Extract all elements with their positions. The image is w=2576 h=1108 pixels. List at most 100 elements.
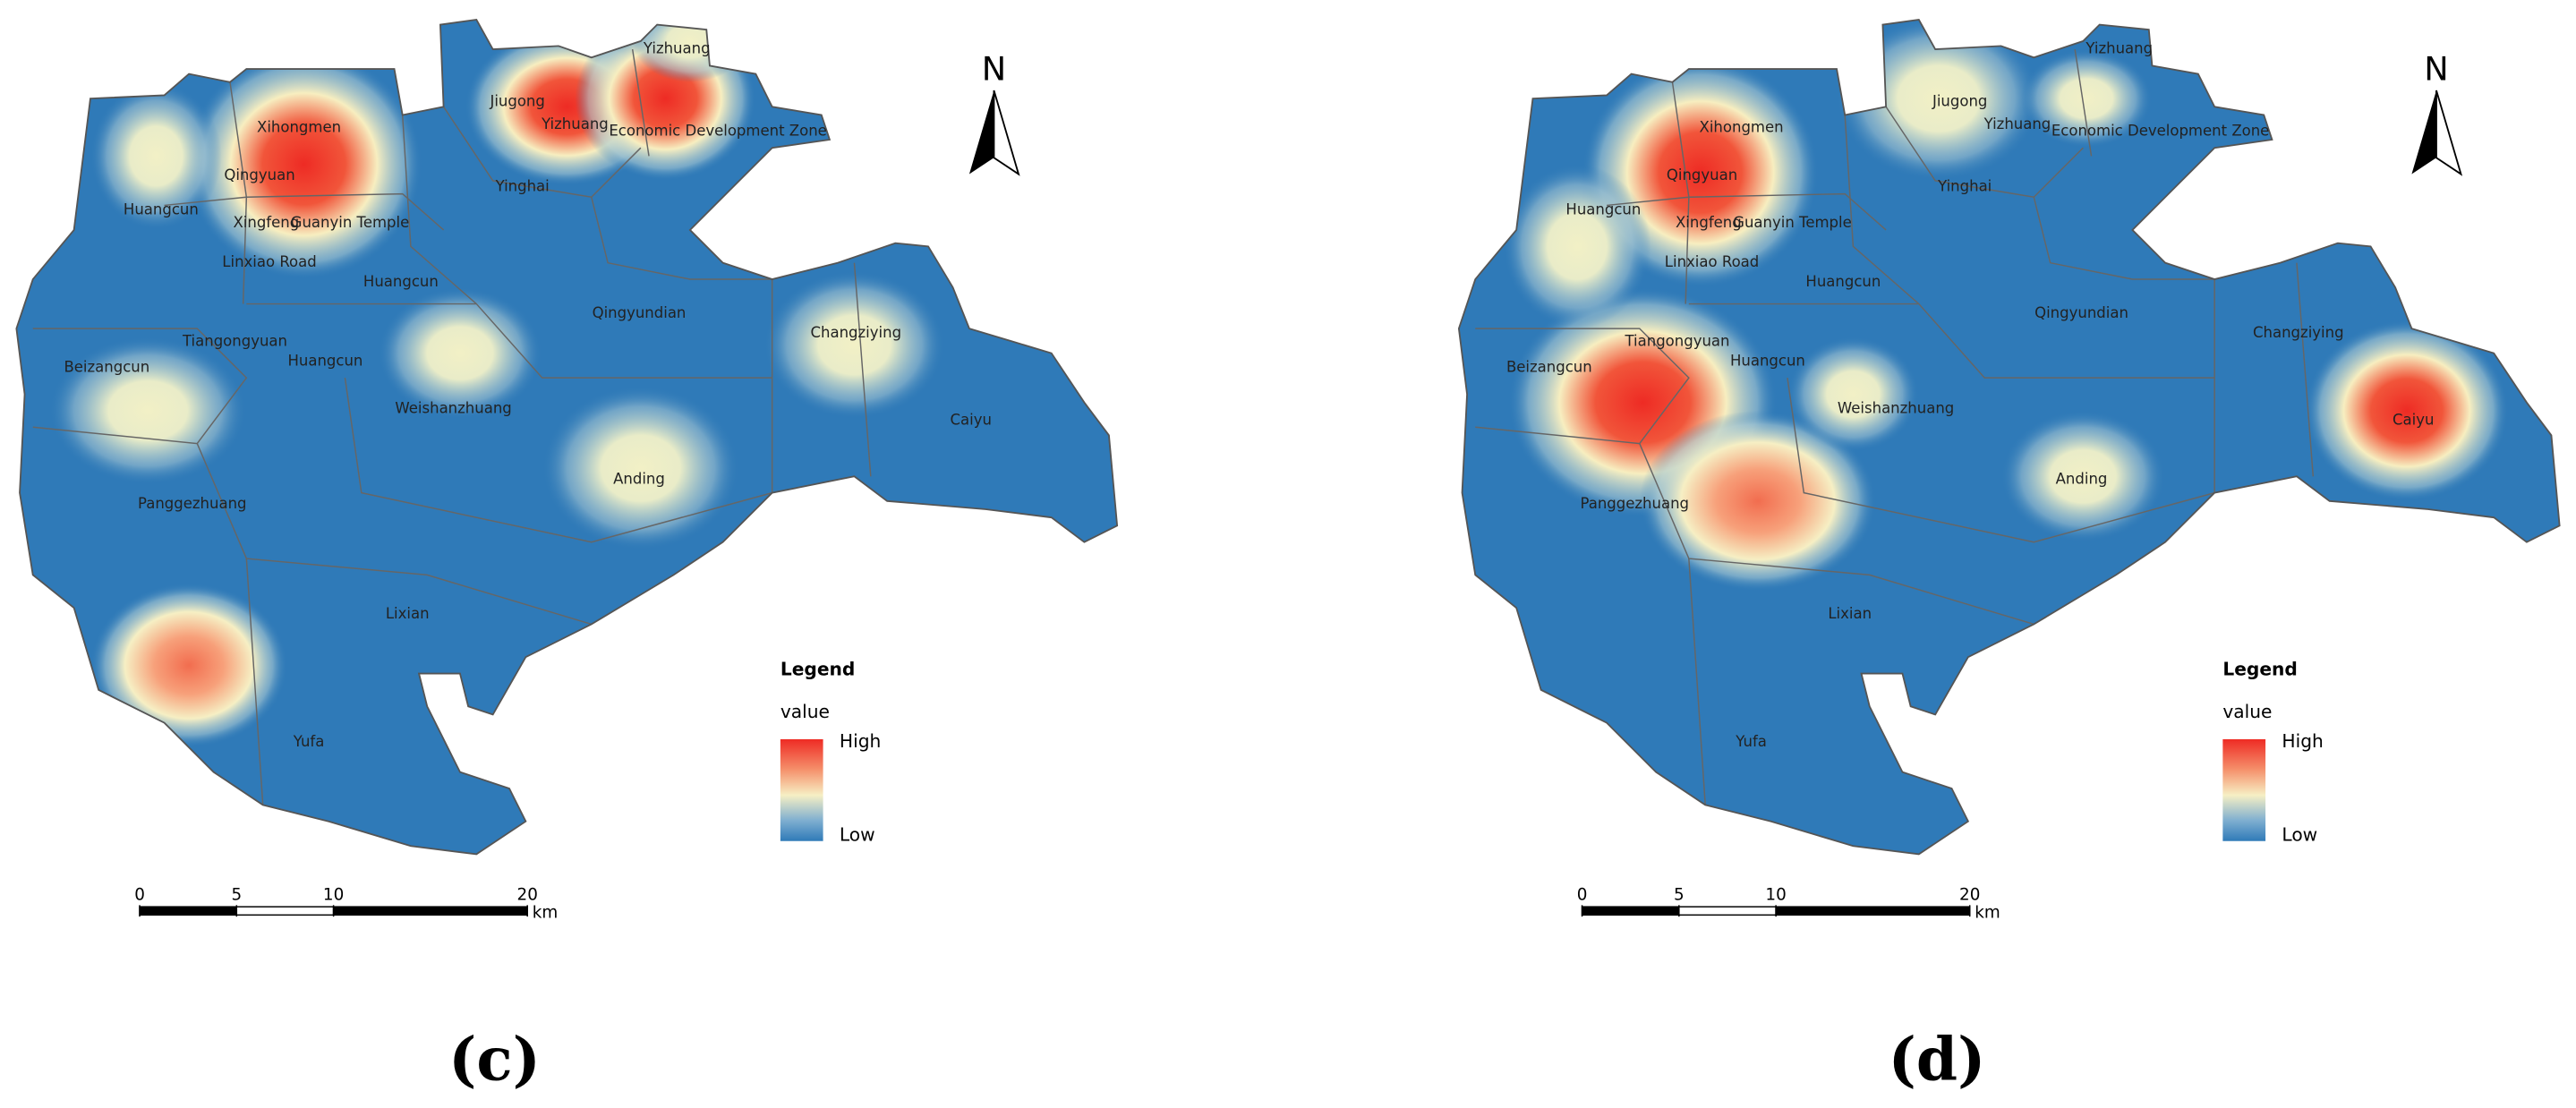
heat-layer [16,20,1118,855]
scale-segment [1775,906,1971,916]
place-label: Xihongmen [1700,119,1784,136]
scale-tick-label: 10 [323,885,344,904]
legend-ramp [2222,738,2266,841]
map-outline [1457,19,2561,856]
place-label: Beizangcun [1506,359,1592,376]
place-label: Qingyuan [1667,166,1737,183]
district-border [1787,378,2215,543]
legend-subtitle: value [2222,701,2272,722]
place-label: Yinghai [495,178,550,195]
district-border [442,106,642,199]
scale-unit: km [533,904,559,923]
legend-title: Legend [2222,658,2297,679]
scale-tick-label: 0 [1577,885,1588,904]
place-label: Caiyu [951,411,992,428]
place-label: Linxiao Road [1665,253,1759,270]
place-label: Yufa [1735,733,1767,750]
place-label: Huangcun [287,352,363,369]
place-label: Tiangongyuan [1624,332,1729,349]
place-label: Huangcun [363,273,439,290]
hotspot [1787,337,1919,452]
place-label: Caiyu [2393,411,2434,428]
legend-ramp [780,738,823,841]
legend-title: Legend [780,658,855,679]
place-label: Huangcun [1730,352,1805,369]
district-border [591,197,772,280]
north-label: N [982,49,1006,88]
place-label: Economic Development Zone [2051,122,2269,139]
legend-low: Low [840,824,875,846]
place-label: Changziying [811,324,902,341]
place-label: Yizhuang [541,115,609,132]
place-label: Weishanzhuang [395,400,511,417]
district-border [246,303,772,379]
place-label: Xingfeng [1676,214,1742,231]
legend-high: High [840,730,881,752]
hotspot [1503,164,1651,329]
place-label: Beizangcun [64,359,149,376]
district-border [2033,197,2215,280]
district-border [2074,48,2093,157]
map-outline [15,19,1119,856]
hotspot [90,81,222,230]
place-label: Yinghai [1937,178,1992,195]
place-label: Economic Development Zone [609,122,826,139]
place-label: Qingyuan [224,166,294,183]
place-label: Huangcun [1805,273,1881,290]
hotspot [2020,49,2153,149]
district-border [1475,328,1690,445]
district-border [1688,303,2215,379]
scale-segment [1581,906,1680,916]
place-label: Tiangongyuan [182,332,287,349]
place-label: Yizhuang [1983,115,2051,132]
scale-unit: km [1975,904,2000,923]
scale-tick-label: 5 [1674,885,1685,904]
place-label: Huangcun [1565,200,1641,217]
legend-high: High [2282,730,2323,752]
north-arrow-right [993,89,1020,176]
scale-segment [332,906,528,916]
district-border [1844,115,1920,305]
place-label: Qingyundian [593,304,687,321]
hotspot [2000,410,2166,542]
hotspot [1639,410,1877,592]
hotspot [763,270,945,420]
place-label: Panggezhuang [1581,495,1689,512]
district-border [196,443,592,626]
district-border [1688,558,1706,805]
district-border [853,262,872,477]
scale-segment [235,906,335,916]
place-label: Xihongmen [257,119,341,136]
panel-label: (c) [448,1024,541,1094]
place-label: Linxiao Road [222,253,316,270]
legend-low: Low [2282,824,2317,846]
hotspot [49,337,247,485]
place-label: Qingyundian [2034,304,2128,321]
scale-tick-label: 0 [134,885,145,904]
north-arrow-right [2435,89,2463,176]
district-border [32,328,248,445]
place-label: Panggezhuang [138,495,247,512]
heat-layer [1458,20,2560,855]
panel-label: (d) [1889,1024,1986,1094]
scale-segment [139,906,238,916]
scale-tick-label: 20 [517,885,538,904]
legend-subtitle: value [780,701,830,722]
hotspot [2305,320,2509,501]
hotspot [1837,20,2041,181]
north-arrow-left [2411,89,2436,175]
place-label: Guanyin Temple [291,214,410,231]
north-label: N [2424,49,2448,88]
scale-tick-label: 10 [1765,885,1786,904]
scale-tick-label: 5 [231,885,242,904]
place-label: Yizhuang [643,40,711,57]
place-label: Yizhuang [2085,40,2153,57]
district-border [2296,262,2315,477]
scale-segment [1678,906,1777,916]
place-label: Jiugong [489,92,544,109]
district-border [344,378,772,543]
scale-tick-label: 20 [1959,885,1980,904]
map-panel: Xihongmen Qingyuan Huangcun XingfengGuanyin… [15,19,1119,1094]
district-border [164,192,445,231]
